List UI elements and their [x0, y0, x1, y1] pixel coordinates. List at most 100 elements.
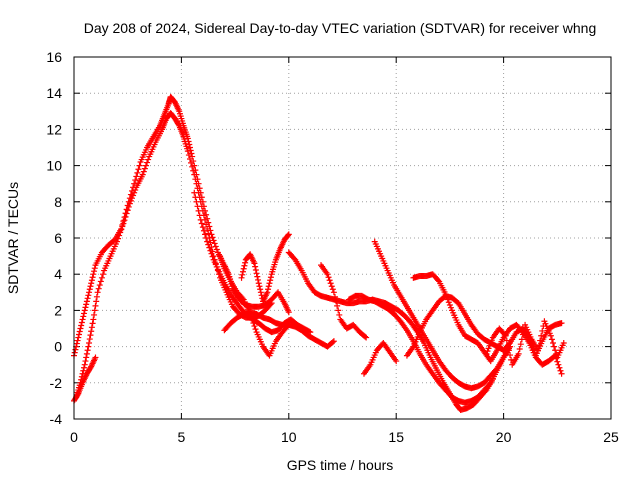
- data-point: [242, 259, 249, 266]
- data-point: [534, 347, 541, 354]
- data-point: [192, 176, 199, 183]
- data-point: [78, 322, 85, 329]
- data-point: [90, 271, 97, 278]
- data-point: [136, 162, 143, 169]
- data-point: [558, 320, 565, 327]
- data-point: [536, 342, 543, 349]
- data-point: [486, 342, 493, 349]
- data-point: [123, 210, 130, 217]
- data-point: [446, 301, 453, 308]
- data-point: [93, 293, 100, 300]
- data-point: [85, 292, 92, 299]
- data-point: [83, 298, 90, 305]
- series-s9: [318, 262, 370, 341]
- data-point: [548, 336, 555, 343]
- data-point: [285, 231, 292, 238]
- data-point: [90, 316, 97, 323]
- data-point: [539, 327, 546, 334]
- y-tick-label: 2: [54, 302, 62, 318]
- data-point: [113, 238, 120, 245]
- data-point: [552, 347, 559, 354]
- data-point: [362, 333, 369, 340]
- data-point: [77, 325, 84, 332]
- x-tick-label: 0: [70, 429, 78, 445]
- y-tick-label: 8: [54, 194, 62, 210]
- data-point: [537, 337, 544, 344]
- data-point: [188, 159, 195, 166]
- data-point: [121, 217, 128, 224]
- data-point: [503, 337, 510, 344]
- data-point: [98, 274, 105, 281]
- data-point: [204, 238, 211, 245]
- data-point: [505, 341, 512, 348]
- data-point: [86, 286, 93, 293]
- data-point: [203, 221, 210, 228]
- data-point: [502, 332, 509, 339]
- data-point: [115, 235, 122, 242]
- y-tick-label: 14: [46, 85, 62, 101]
- data-point: [135, 166, 142, 173]
- x-axis-label: GPS time / hours: [287, 457, 394, 473]
- y-tick-label: 4: [54, 266, 62, 282]
- data-point: [255, 276, 262, 283]
- data-point: [266, 280, 273, 287]
- data-point: [485, 345, 492, 352]
- data-point: [251, 260, 258, 267]
- data-point: [444, 296, 451, 303]
- grid: [74, 57, 611, 419]
- data-point: [211, 240, 218, 247]
- data-point: [75, 334, 82, 341]
- data-point: [91, 268, 98, 275]
- series-s7: [238, 231, 292, 305]
- data-point: [200, 227, 207, 234]
- data-point: [205, 230, 212, 237]
- data-point: [335, 307, 342, 314]
- data-point: [557, 367, 564, 374]
- data-point: [483, 350, 490, 357]
- data-point: [435, 277, 442, 284]
- data-point: [501, 331, 508, 338]
- data-point: [191, 171, 198, 178]
- data-point: [132, 187, 139, 194]
- data-point: [133, 173, 140, 180]
- data-point: [252, 266, 259, 273]
- y-tick-label: -2: [50, 375, 63, 391]
- data-point: [78, 319, 85, 326]
- x-tick-label: 10: [281, 429, 297, 445]
- data-point: [96, 282, 103, 289]
- data-point: [443, 293, 450, 300]
- data-point: [239, 271, 246, 278]
- data-point: [517, 341, 524, 348]
- data-point: [205, 241, 212, 248]
- data-point: [487, 339, 494, 346]
- data-point: [184, 135, 191, 142]
- data-point: [393, 358, 400, 365]
- data-point: [81, 307, 88, 314]
- data-point: [87, 332, 94, 339]
- data-point: [145, 156, 152, 163]
- data-point: [202, 231, 209, 238]
- data-point: [83, 301, 90, 308]
- data-point: [556, 364, 563, 371]
- data-point: [328, 283, 335, 290]
- data-point: [239, 268, 246, 275]
- data-point: [327, 280, 334, 287]
- data-point: [74, 337, 81, 344]
- data-point: [265, 286, 272, 293]
- y-axis-label: SDTVAR / TECUs: [5, 182, 21, 294]
- y-tick-label: 10: [46, 158, 62, 174]
- data-point: [127, 197, 134, 204]
- data-point: [81, 361, 88, 368]
- data-point: [254, 273, 261, 280]
- series-s12: [371, 238, 514, 392]
- data-point: [120, 220, 127, 227]
- data-point: [94, 289, 101, 296]
- data-point: [119, 223, 126, 230]
- data-point: [249, 317, 256, 324]
- data-point: [76, 328, 83, 335]
- data-point: [91, 311, 98, 318]
- data-point: [267, 274, 274, 281]
- data-point: [325, 274, 332, 281]
- data-point: [80, 313, 87, 320]
- data-point: [131, 189, 138, 196]
